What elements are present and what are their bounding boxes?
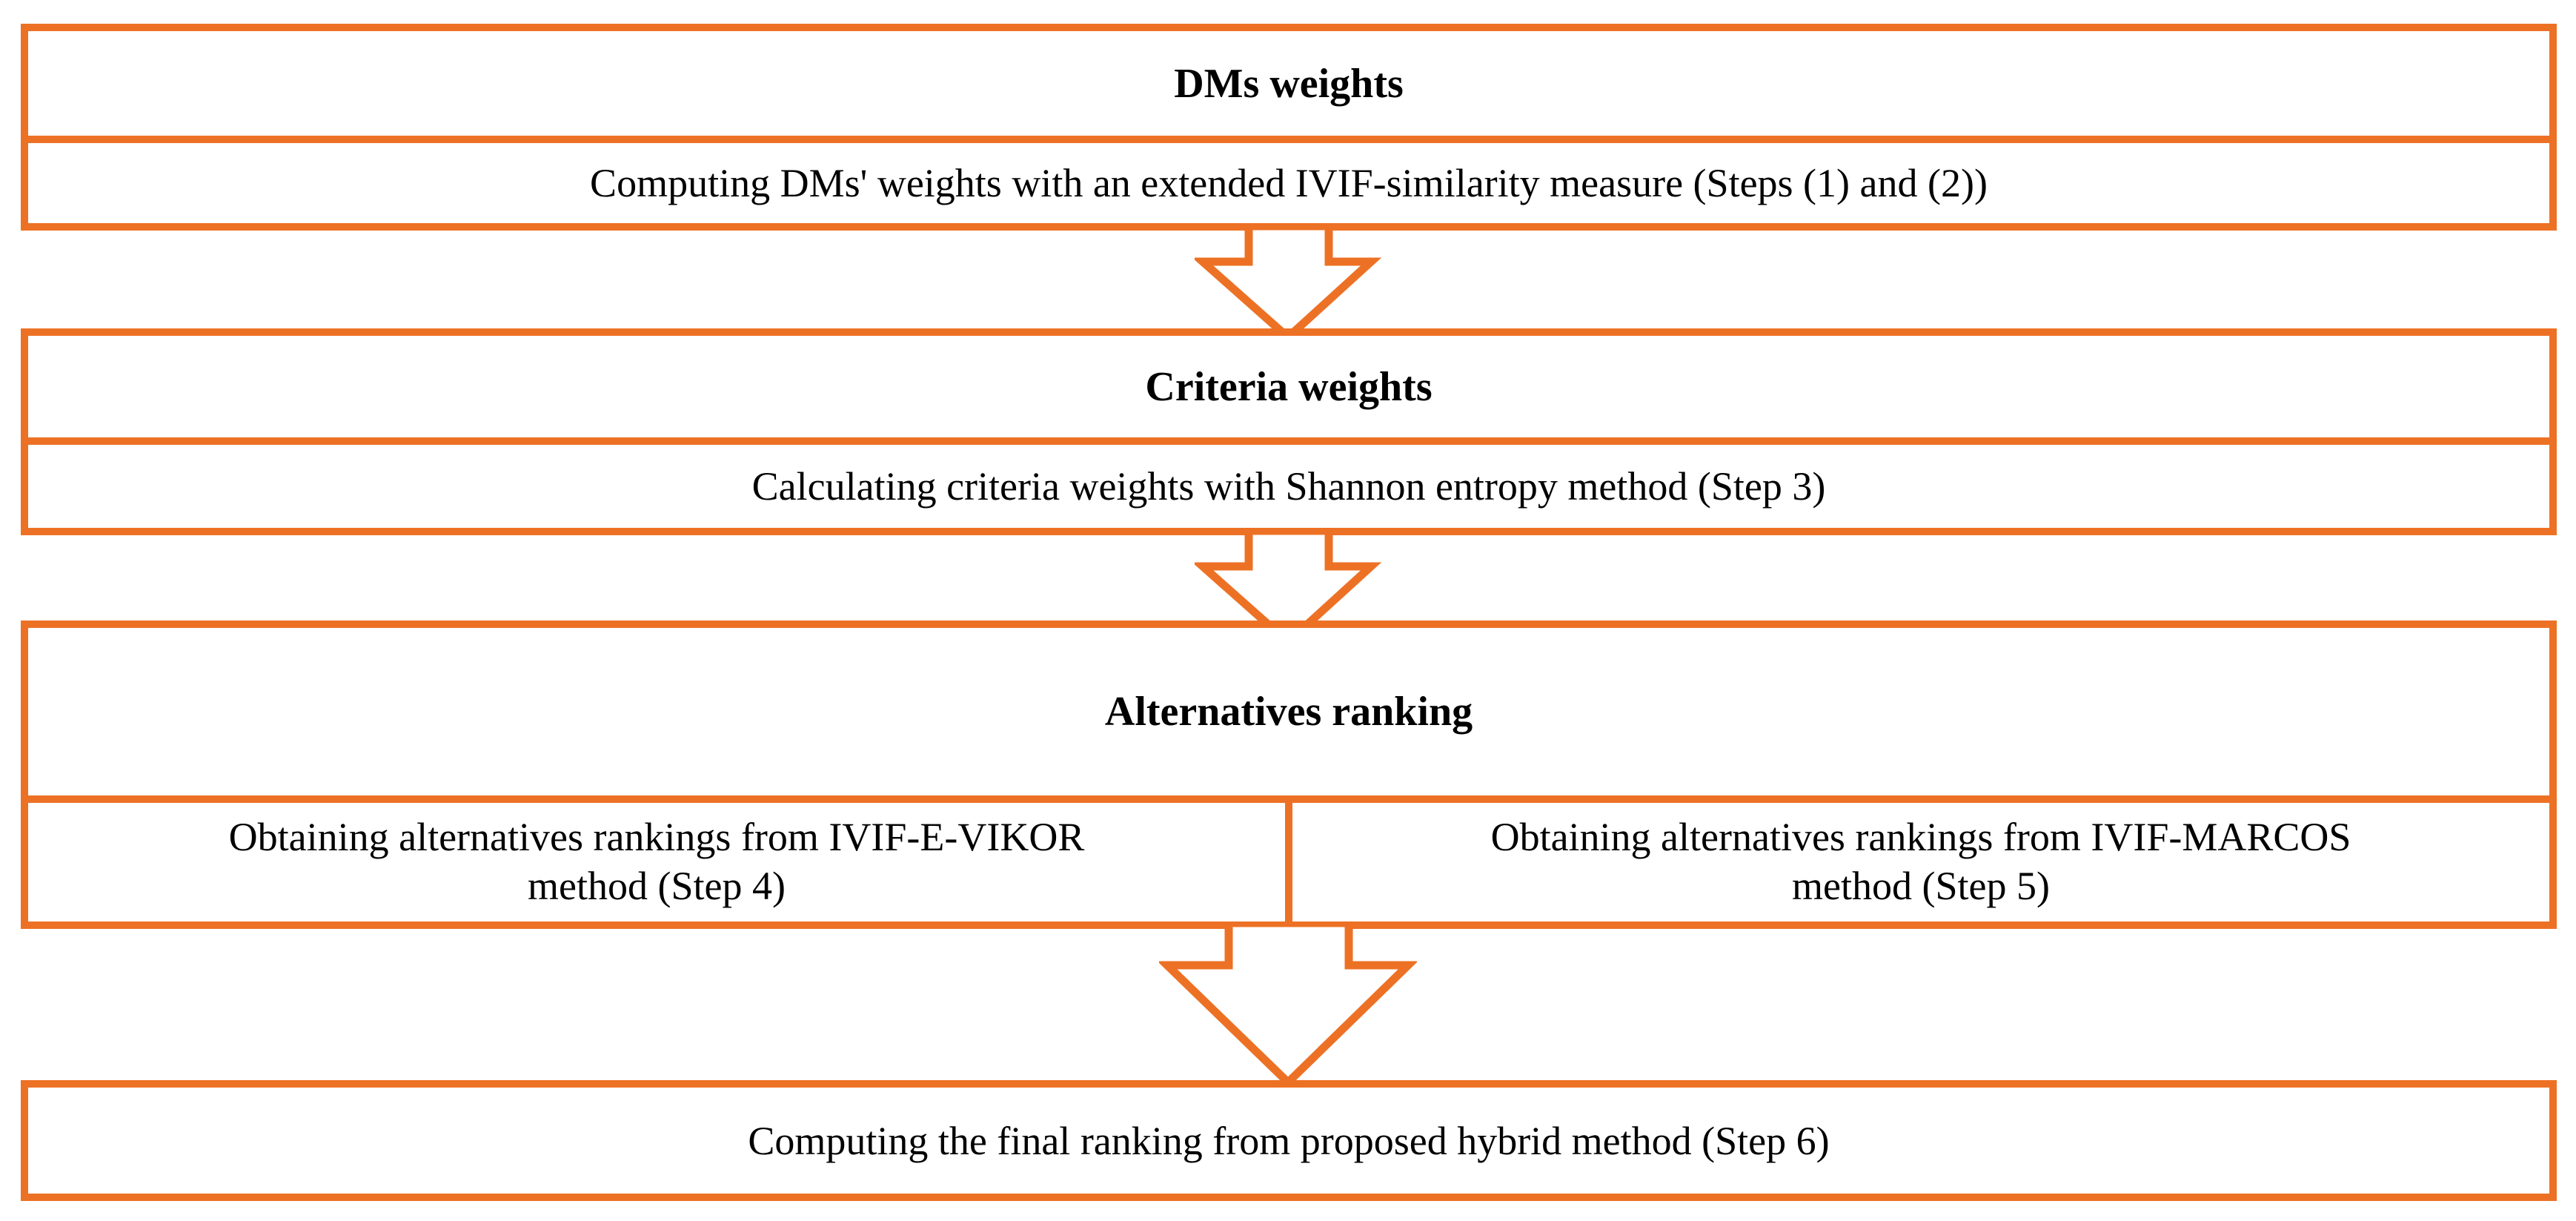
final-ranking-body-text: Computing the final ranking from propose… [748, 1118, 1830, 1163]
flow-block-criteria-weights: Criteria weights Calculating criteria we… [21, 328, 2557, 535]
dms-weights-body-text: Computing DMs' weights with an extended … [590, 161, 1988, 205]
alternatives-ranking-title-text: Alternatives ranking [1104, 689, 1473, 735]
criteria-weights-body-row: Calculating criteria weights with Shanno… [28, 445, 2549, 528]
marcos-cell-line-1: Obtaining alternatives rankings from IVI… [1490, 815, 2351, 860]
flow-block-final-ranking: Computing the final ranking from propose… [21, 1080, 2557, 1201]
marcos-cell-line-2: method (Step 5) [1792, 864, 2050, 908]
alternatives-ranking-title-row: Alternatives ranking [28, 628, 2549, 803]
vikor-cell-line-2: method (Step 4) [528, 864, 786, 908]
final-ranking-body-row: Computing the final ranking from propose… [28, 1088, 2549, 1194]
alternatives-ranking-cells: Obtaining alternatives rankings from IVI… [28, 803, 2549, 921]
flow-block-alternatives-ranking: Alternatives ranking Obtaining alternati… [21, 621, 2557, 929]
dms-weights-title-row: DMs weights [28, 31, 2549, 143]
down-block-arrow-icon [1159, 921, 1417, 1088]
criteria-weights-title-row: Criteria weights [28, 336, 2549, 445]
flow-block-dms-weights: DMs weights Computing DMs' weights with … [21, 24, 2557, 231]
flow-cell-ivif-marcos: Obtaining alternatives rankings from IVI… [1292, 803, 2549, 921]
criteria-weights-title-text: Criteria weights [1145, 363, 1433, 410]
dms-weights-body-row: Computing DMs' weights with an extended … [28, 143, 2549, 223]
down-block-arrow-icon [1195, 223, 1381, 343]
down-block-arrow-icon [1195, 528, 1381, 648]
criteria-weights-body-text: Calculating criteria weights with Shanno… [751, 464, 1826, 509]
vikor-cell-line-1: Obtaining alternatives rankings from IVI… [228, 815, 1085, 860]
flow-cell-ivif-e-vikor: Obtaining alternatives rankings from IVI… [28, 803, 1292, 921]
dms-weights-title-text: DMs weights [1174, 60, 1404, 107]
